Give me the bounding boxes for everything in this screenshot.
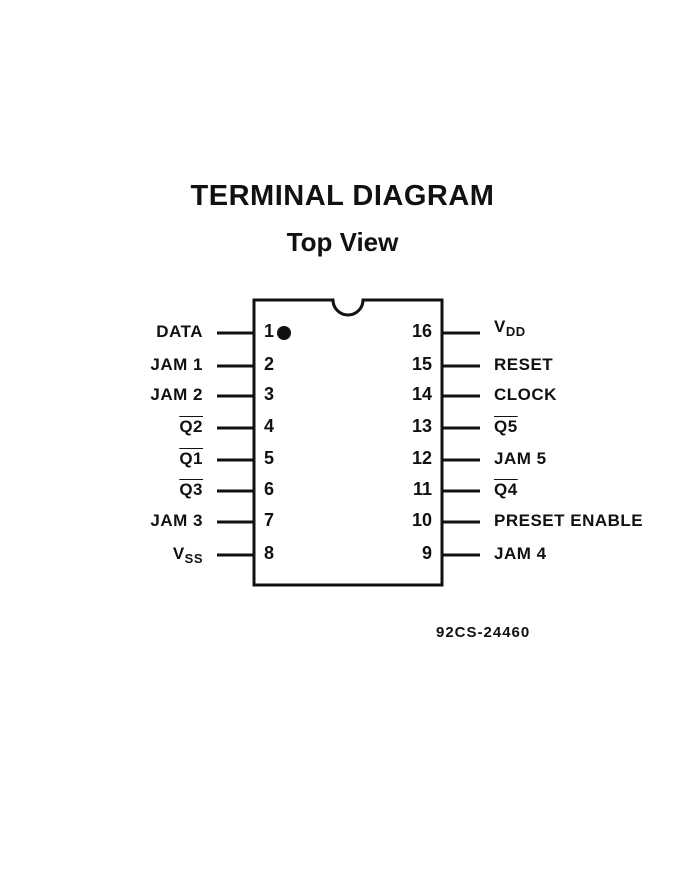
pin-label-10: PRESET ENABLE: [494, 511, 644, 530]
pin-label-11: Q4: [494, 480, 518, 499]
pin-label-6: Q3: [179, 480, 203, 499]
pin-label-16: VDD: [494, 317, 526, 339]
pin-label-7: JAM 3: [150, 511, 203, 530]
pin-label-3: JAM 2: [150, 385, 203, 404]
pin1-marker-dot: [277, 326, 291, 340]
pin-number-2: 2: [264, 354, 275, 374]
pin-label-9: JAM 4: [494, 544, 547, 563]
diagram-subtitle: Top View: [286, 227, 399, 257]
pin-number-7: 7: [264, 510, 275, 530]
pin-label-15: RESET: [494, 355, 554, 374]
pin-label-12: JAM 5: [494, 449, 547, 468]
pin-number-3: 3: [264, 384, 275, 404]
pin-label-8: VSS: [172, 544, 203, 566]
diagram-title: TERMINAL DIAGRAM: [190, 180, 495, 212]
pin-number-14: 14: [411, 384, 432, 404]
pin-number-4: 4: [264, 416, 275, 436]
pin-label-5: Q1: [179, 449, 203, 468]
pin-number-12: 12: [411, 448, 432, 468]
pin-number-16: 16: [411, 321, 432, 341]
pin-label-14: CLOCK: [494, 385, 557, 404]
part-code: 92CS-24460: [436, 624, 531, 641]
pin-label-4: Q2: [179, 417, 203, 436]
pin-label-13: Q5: [494, 417, 518, 436]
ic-body-outline: [252, 298, 444, 587]
pin-number-11: 11: [412, 479, 432, 499]
pin-number-6: 6: [264, 479, 275, 499]
pin-number-15: 15: [411, 354, 432, 374]
pin-number-10: 10: [411, 510, 432, 530]
pin-number-1: 1: [264, 321, 275, 341]
pin-label-2: JAM 1: [150, 355, 203, 374]
pin-number-13: 13: [411, 416, 432, 436]
pin-label-1: DATA: [156, 322, 203, 341]
pin-number-5: 5: [264, 448, 275, 468]
pin-number-8: 8: [264, 543, 275, 563]
pin-number-9: 9: [421, 543, 432, 563]
